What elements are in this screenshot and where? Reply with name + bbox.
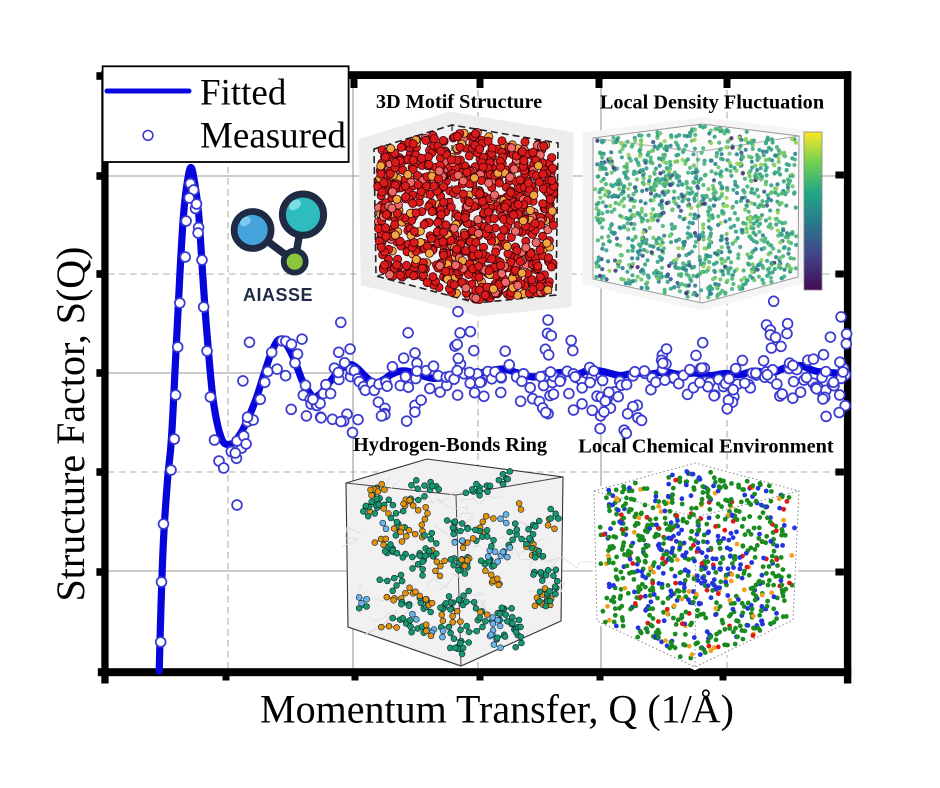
svg-text:AIASSE: AIASSE	[243, 285, 313, 305]
svg-text:Fitted: Fitted	[200, 73, 287, 114]
svg-text:Measured: Measured	[200, 116, 346, 157]
svg-text:Momentum Transfer, Q (1/Å): Momentum Transfer, Q (1/Å)	[260, 687, 734, 732]
svg-text:Local Chemical Environment: Local Chemical Environment	[578, 436, 834, 458]
svg-text:Local Density Fluctuation: Local Density Fluctuation	[600, 92, 824, 114]
svg-text:Structure Factor, S(Q): Structure Factor, S(Q)	[48, 247, 93, 602]
svg-text:Hydrogen-Bonds Ring: Hydrogen-Bonds Ring	[353, 434, 547, 456]
svg-text:3D Motif Structure: 3D Motif Structure	[376, 91, 542, 113]
